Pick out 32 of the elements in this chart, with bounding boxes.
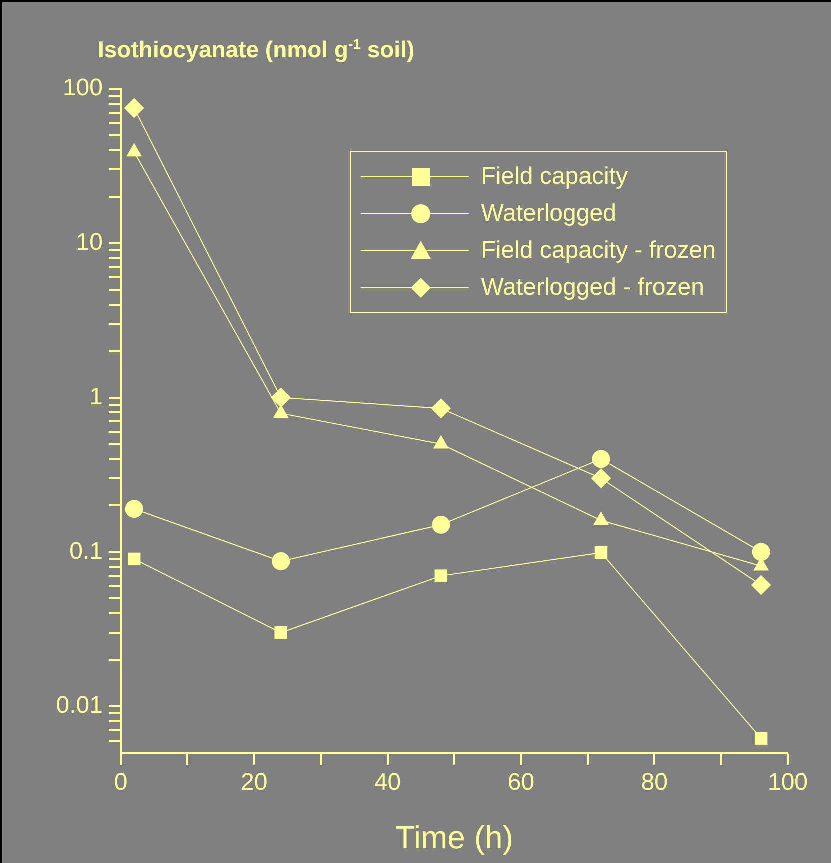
y-tick-label: 0.01 xyxy=(56,692,103,720)
y-tick-label: 1 xyxy=(90,383,103,410)
y-axis-title: Isothiocyanate (nmol g$^{-1}$ soil) xyxy=(98,36,415,64)
point xyxy=(274,626,288,640)
legend-label: Waterlogged xyxy=(481,200,616,228)
point xyxy=(434,570,448,582)
point xyxy=(431,398,452,419)
point xyxy=(272,552,290,570)
y-tick-label: 0.1 xyxy=(70,538,103,565)
y-tick-label: 100 xyxy=(62,74,103,102)
y-tick-label: 10 xyxy=(76,229,103,256)
point xyxy=(754,732,768,745)
x-tick-label: 0 xyxy=(114,769,128,796)
point xyxy=(271,388,292,408)
point xyxy=(751,575,772,596)
point xyxy=(594,546,608,560)
legend-label: Field capacity - frozen xyxy=(481,236,716,264)
legend-label: Field capacity xyxy=(481,162,628,190)
legend-label: Waterlogged - frozen xyxy=(481,274,704,302)
point xyxy=(124,98,144,118)
x-tick-label: 40 xyxy=(374,769,402,796)
x-tick-label: 80 xyxy=(641,769,668,796)
x-tick-label: 100 xyxy=(768,769,808,796)
point xyxy=(591,468,612,488)
point xyxy=(592,450,610,468)
x-axis-title: Time (h) xyxy=(396,820,514,856)
point xyxy=(125,500,144,518)
x-tick-label: 20 xyxy=(241,769,268,796)
point xyxy=(128,552,141,566)
point xyxy=(432,516,450,534)
point xyxy=(752,543,770,562)
x-tick-label: 60 xyxy=(508,769,535,796)
